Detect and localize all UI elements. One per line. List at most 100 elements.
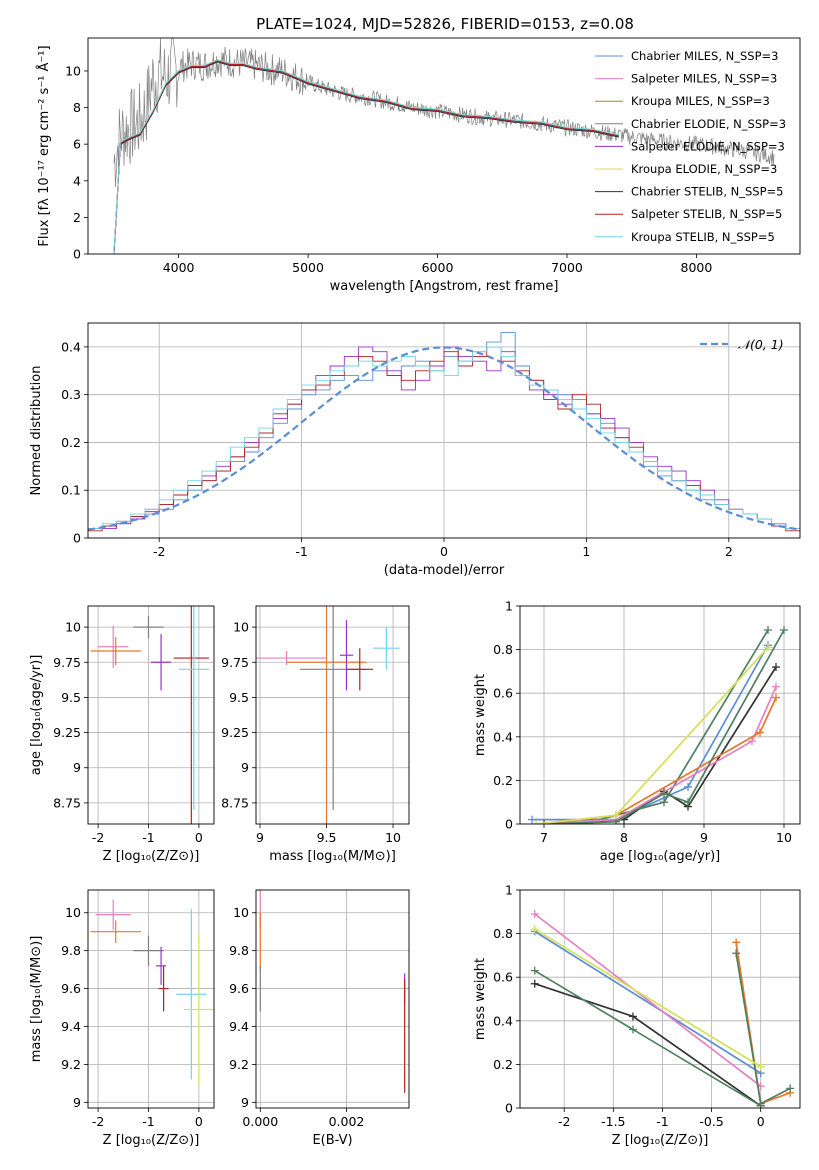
figure-title: PLATE=1024, MJD=52826, FIBERID=0153, z=0… <box>256 15 634 33</box>
x-tick-label: -1 <box>142 1114 154 1129</box>
mass-weight-line <box>534 969 762 1107</box>
legend-label: Kroupa STELIB, N_SSP=5 <box>631 230 775 244</box>
y-tick-label: 1 <box>505 599 513 614</box>
axes-frame <box>519 605 801 825</box>
y-tick-label: 8.75 <box>53 795 81 810</box>
mass-weight-line <box>534 928 762 1068</box>
mass-weight-marker <box>530 979 539 988</box>
legend-label: Kroupa MILES, N_SSP=3 <box>631 94 770 108</box>
y-tick-label: 0.6 <box>493 970 513 985</box>
x-tick-label: -2 <box>153 544 165 559</box>
mass-weight-marker <box>532 820 540 824</box>
x-tick-label: 10 <box>385 830 401 845</box>
mass-weight-marker <box>530 909 539 918</box>
gaussian-curve <box>88 346 800 531</box>
y-tick-label: 9.8 <box>229 943 249 958</box>
x-tick-label: -2 <box>92 1114 104 1129</box>
legend-label: Salpeter MILES, N_SSP=3 <box>631 72 777 86</box>
panel-mass_weight_vs_Z: -2 -1.5 -1 -0.5 0 0 0.2 0.4 0.6 0.8 1 Z [log₁₀(Z/Z⊙… <box>473 883 801 1148</box>
axes-frame <box>87 889 215 1109</box>
axes-frame <box>87 605 215 825</box>
y-tick-label: 9.8 <box>61 943 81 958</box>
mass-weight-marker <box>756 1099 765 1108</box>
y-tick-label: 9 <box>73 1095 81 1110</box>
panel-mass_vs_ebv: 0.000 0.002 9 9.2 9.4 9.6 9.8 10 E(B-V) <box>229 889 410 1148</box>
x-tick-label: 0.000 <box>242 1114 278 1129</box>
axes-frame <box>519 889 801 1109</box>
plot-area <box>88 890 214 1108</box>
y-axis-label: Normed distribution <box>29 366 44 496</box>
mass-weight-marker <box>756 728 764 737</box>
y-tick-label: 9.25 <box>221 725 249 740</box>
x-axis-label: wavelength [Angstrom, rest frame] <box>330 279 559 294</box>
y-tick-label: 0.2 <box>493 773 513 788</box>
x-axis-label: Z [log₁₀(Z/Z⊙)] <box>103 849 200 864</box>
mass-weight-marker <box>530 925 539 934</box>
y-tick-label: 0.6 <box>493 686 513 701</box>
plot-area <box>113 38 775 254</box>
residual-histogram <box>88 346 800 529</box>
mass-weight-marker <box>660 789 668 798</box>
panel-mass_vs_Z: -2 -1 0 9 9.2 9.4 9.6 9.8 10 Z [log₁₀(Z/Z⊙)] mass … <box>29 889 215 1148</box>
y-tick-label: 8 <box>73 100 81 115</box>
x-tick-label: 0.002 <box>329 1114 365 1129</box>
x-tick-label: 0 <box>440 544 448 559</box>
x-tick-label: -2 <box>92 830 104 845</box>
y-tick-label: 0.4 <box>61 339 81 354</box>
y-tick-label: 0.3 <box>61 387 81 402</box>
x-tick-label: -0.5 <box>699 1114 723 1129</box>
y-tick-label: 8.75 <box>221 795 249 810</box>
panel-age_vs_Z: -2 -1 0 8.75 9 9.25 9.5 9.75 10 Z [log₁₀(Z/Z⊙)] ag… <box>29 605 215 864</box>
plot-area <box>88 606 214 824</box>
x-tick-label: -1.5 <box>601 1114 625 1129</box>
axes-frame <box>255 889 410 1109</box>
y-tick-label: 0 <box>73 247 81 262</box>
x-tick-label: -1 <box>142 830 154 845</box>
y-tick-label: 4 <box>73 173 81 188</box>
axes-frame <box>87 322 801 539</box>
mass-weight-line <box>543 697 777 824</box>
model-spectrum-line <box>113 60 619 254</box>
y-tick-label: 0 <box>505 817 513 832</box>
model-spectrum-line <box>113 61 619 254</box>
y-tick-label: 10 <box>65 905 81 920</box>
y-tick-label: 0.1 <box>61 483 81 498</box>
model-spectrum-line <box>113 59 619 254</box>
plot-area <box>520 890 800 1108</box>
y-tick-label: 2 <box>73 210 81 225</box>
x-axis-label: E(B-V) <box>312 1133 352 1148</box>
legend-label: Chabrier ELODIE, N_SSP=3 <box>631 117 786 131</box>
y-tick-label: 10 <box>233 620 249 635</box>
axes-frame <box>255 605 410 825</box>
mass-weight-line <box>534 930 762 1074</box>
mass-weight-line <box>534 913 762 1087</box>
y-tick-label: 0.8 <box>493 926 513 941</box>
plot-area <box>256 606 409 824</box>
x-tick-label: 7000 <box>551 260 583 275</box>
y-tick-label: 0 <box>73 531 81 546</box>
mass-weight-line <box>532 644 769 821</box>
mass-weight-marker <box>628 1025 637 1034</box>
x-axis-label: Z [log₁₀(Z/Z⊙)] <box>612 1133 709 1148</box>
mass-weight-marker <box>732 938 741 947</box>
x-axis-label: mass [log₁₀(M/M⊙)] <box>269 849 396 864</box>
y-axis-label: mass [log₁₀(M/M⊙)] <box>29 936 44 1063</box>
mass-weight-line <box>735 942 791 1105</box>
mass-weight-marker <box>628 1012 637 1021</box>
x-tick-label: 2 <box>725 544 733 559</box>
plot-area <box>256 890 409 1108</box>
model-spectrum-line <box>113 61 619 254</box>
mass-weight-marker <box>530 966 539 975</box>
y-tick-label: 9 <box>241 1095 249 1110</box>
x-tick-label: 8000 <box>681 260 713 275</box>
mass-weight-marker <box>612 811 620 820</box>
legend-label: Salpeter STELIB, N_SSP=5 <box>631 207 782 221</box>
y-tick-label: 10 <box>65 620 81 635</box>
legend-label: Chabrier MILES, N_SSP=3 <box>631 49 778 63</box>
model-spectrum-line <box>113 60 619 254</box>
model-spectrum-line <box>113 59 619 254</box>
mass-weight-marker <box>772 682 780 691</box>
y-tick-label: 9.6 <box>229 981 249 996</box>
